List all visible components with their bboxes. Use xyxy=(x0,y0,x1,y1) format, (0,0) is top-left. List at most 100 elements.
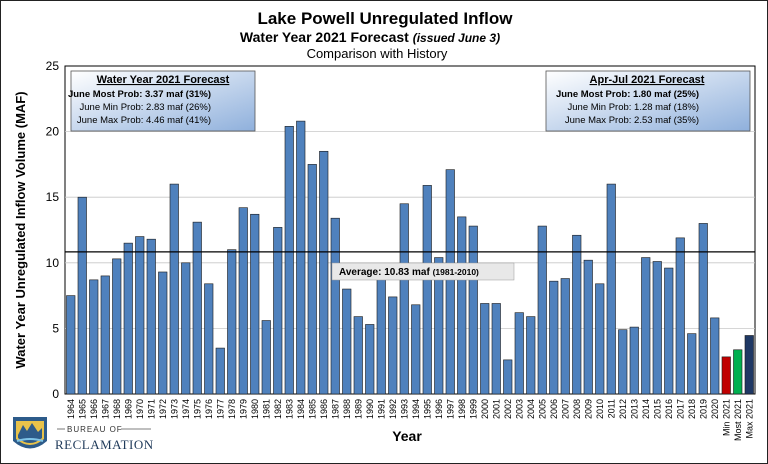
bar-2001 xyxy=(491,303,501,395)
x-tick-label: 2020 xyxy=(710,399,720,419)
x-tick-label: 2016 xyxy=(664,399,674,419)
x-tick-label: 1975 xyxy=(192,399,202,419)
bar-1981 xyxy=(261,320,271,395)
bar-most-2021 xyxy=(733,349,743,395)
bar-1997 xyxy=(445,169,455,395)
x-tick-label: 1971 xyxy=(146,399,156,419)
bar-1982 xyxy=(273,227,283,395)
bar-2003 xyxy=(514,312,524,395)
x-tick-label: 1983 xyxy=(284,399,294,419)
bar-2016 xyxy=(664,267,674,395)
x-tick-label: 1989 xyxy=(353,399,363,419)
chart-subtitle-2: Comparison with History xyxy=(307,46,448,61)
x-tick-label: 1982 xyxy=(273,399,283,419)
bar-2002 xyxy=(503,359,513,395)
bar-1966 xyxy=(89,279,99,395)
bar-1969 xyxy=(123,242,133,395)
reclamation-logo: BUREAU OF RECLAMATION xyxy=(13,417,154,452)
bar-1967 xyxy=(100,275,110,395)
bar-1973 xyxy=(169,183,179,395)
x-tick-label: 1984 xyxy=(296,399,306,419)
x-tick-labels: 1964 1965 1966 1967 1968 1969 1970 1971 1972 1973… xyxy=(66,399,755,441)
x-tick-label: 1985 xyxy=(307,399,317,419)
bar-2005 xyxy=(537,225,547,395)
x-tick-label: 2004 xyxy=(526,399,536,419)
right-box-title: Apr-Jul 2021 Forecast xyxy=(590,74,705,86)
x-tick-label: 1967 xyxy=(100,399,110,419)
bar-1987 xyxy=(330,217,340,395)
bar-2000 xyxy=(480,303,490,395)
x-tick-label: 2011 xyxy=(606,399,616,418)
x-tick-label: 1981 xyxy=(261,399,271,419)
x-tick-label: 2017 xyxy=(675,399,685,419)
bar-1975 xyxy=(192,221,202,395)
bar-2004 xyxy=(526,316,536,395)
x-tick-label: Max 2021 xyxy=(744,399,754,439)
bar-2006 xyxy=(549,280,559,395)
left-box-line-3: June Max Prob: 4.46 maf (41%) xyxy=(77,115,211,126)
x-tick-label: 2018 xyxy=(687,399,697,419)
left-box-line-1: June Most Prob: 3.37 maf (31%) xyxy=(68,89,211,100)
x-tick-label: 1977 xyxy=(215,399,225,419)
left-forecast-box: Water Year 2021 Forecast June Most Prob:… xyxy=(68,70,256,132)
bar-2012 xyxy=(618,329,628,395)
bar-1979 xyxy=(238,207,248,395)
x-tick-label: 2000 xyxy=(480,399,490,419)
y-tick-label: 15 xyxy=(46,190,60,204)
logo-bottom-text: RECLAMATION xyxy=(55,437,154,452)
y-tick-label: 0 xyxy=(52,387,59,401)
x-tick-label: 1990 xyxy=(365,399,375,419)
x-tick-label: 2010 xyxy=(595,399,605,419)
bar-1965 xyxy=(77,196,87,395)
bar-1998 xyxy=(457,216,467,395)
x-tick-label: 1991 xyxy=(376,399,386,419)
bar-2007 xyxy=(560,278,570,395)
x-tick-label: 1999 xyxy=(468,399,478,419)
x-tick-label: Most 2021 xyxy=(733,399,743,441)
left-box-title: Water Year 2021 Forecast xyxy=(97,74,230,86)
bar-1986 xyxy=(319,150,329,395)
bar-2015 xyxy=(652,261,662,395)
bar-1972 xyxy=(158,271,168,395)
bar-1974 xyxy=(181,262,191,395)
x-tick-label: 2009 xyxy=(583,399,593,419)
x-tick-label: 1988 xyxy=(342,399,352,419)
bar-2010 xyxy=(595,283,605,395)
x-tick-label: 2015 xyxy=(652,399,662,419)
x-tick-label: 1965 xyxy=(77,399,87,419)
right-box-line-3: June Max Prob: 2.53 maf (35%) xyxy=(565,115,699,126)
x-tick-label: 1986 xyxy=(319,399,329,419)
y-tick-labels: 0 5 10 15 20 25 xyxy=(46,59,60,401)
x-tick-label: 1994 xyxy=(411,399,421,419)
x-tick-label: 2019 xyxy=(698,399,708,419)
x-tick-label: 1973 xyxy=(169,399,179,419)
x-tick-label: 2006 xyxy=(549,399,559,419)
bar-1976 xyxy=(204,283,214,395)
bar-1999 xyxy=(468,225,478,395)
bar-1971 xyxy=(146,238,156,395)
x-tick-label: 2007 xyxy=(560,399,570,419)
x-tick-label: 1998 xyxy=(457,399,467,419)
x-tick-label: 1969 xyxy=(123,399,133,419)
average-value-label: Average: 10.83 maf xyxy=(339,267,430,278)
bar-max-2021 xyxy=(744,335,754,395)
bar-1980 xyxy=(250,213,260,395)
left-box-line-2: June Min Prob: 2.83 maf (26%) xyxy=(80,102,211,113)
x-tick-label: 2005 xyxy=(537,399,547,419)
x-tick-label: 1992 xyxy=(388,399,398,419)
x-tick-label: 1987 xyxy=(330,399,340,419)
x-tick-label: 1966 xyxy=(89,399,99,419)
y-tick-label: 25 xyxy=(46,59,60,73)
bar-1990 xyxy=(365,324,375,395)
bar-1992 xyxy=(388,296,398,395)
x-tick-label: 1997 xyxy=(445,399,455,419)
bars xyxy=(66,120,754,395)
bar-1977 xyxy=(215,347,225,395)
x-tick-label: 2013 xyxy=(629,399,639,419)
y-tick-label: 5 xyxy=(52,321,59,335)
bar-1995 xyxy=(422,185,432,395)
bar-1984 xyxy=(296,120,306,395)
x-tick-label: 2003 xyxy=(514,399,524,419)
bar-1970 xyxy=(135,236,145,395)
